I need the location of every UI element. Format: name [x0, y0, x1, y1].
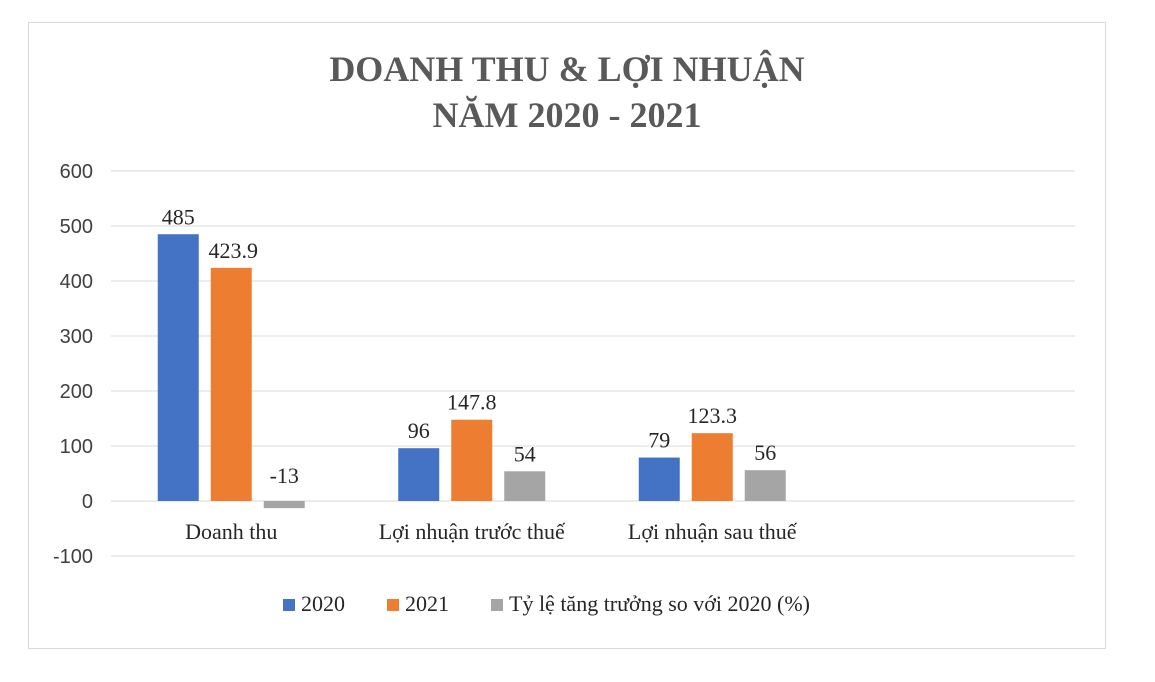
- chart-title-line-2: NĂM 2020 - 2021: [433, 95, 702, 135]
- data-labels: 485 423.9 -13 96 147.8 54 79 123.3 56: [162, 204, 777, 488]
- chart-frame: DOANH THU & LỢI NHUẬN NĂM 2020 - 2021 60…: [28, 22, 1106, 649]
- data-label: -13: [270, 463, 299, 488]
- bar-0-1: [210, 267, 252, 501]
- bar-2-0: [638, 457, 680, 501]
- y-tick-label: 0: [82, 491, 93, 513]
- bars: [157, 234, 786, 509]
- gridlines: [111, 170, 1075, 557]
- bar-2-1: [691, 433, 733, 501]
- bar-2-2: [744, 470, 786, 501]
- data-label: 79: [648, 428, 670, 453]
- chart: DOANH THU & LỢI NHUẬN NĂM 2020 - 2021 60…: [53, 49, 1075, 616]
- y-tick-label: 100: [60, 436, 93, 458]
- bar-1-1: [451, 419, 493, 501]
- chart-title-line-1: DOANH THU & LỢI NHUẬN: [329, 49, 804, 89]
- data-label: 123.3: [688, 403, 738, 428]
- category-label: Lợi nhuận sau thuế: [628, 519, 798, 544]
- y-tick-label: 600: [60, 161, 93, 183]
- legend-label-1: 2021: [405, 591, 449, 616]
- legend: 2020 2021 Tỷ lệ tăng trưởng so với 2020 (%…: [283, 591, 810, 616]
- y-tick-label: -100: [53, 546, 93, 568]
- data-label: 485: [162, 204, 195, 229]
- legend-swatch-0: [283, 599, 295, 611]
- y-tick-label: 300: [60, 326, 93, 348]
- y-tick-label: 200: [60, 381, 93, 403]
- data-label: 147.8: [447, 390, 497, 415]
- data-label: 96: [408, 418, 430, 443]
- bar-1-0: [398, 448, 440, 501]
- bar-0-0: [157, 234, 199, 501]
- bar-0-2: [263, 501, 305, 509]
- bar-1-2: [504, 471, 546, 501]
- category-label: Lợi nhuận trước thuế: [379, 519, 566, 544]
- y-tick-label: 400: [60, 271, 93, 293]
- data-label: 423.9: [209, 238, 259, 263]
- legend-swatch-1: [387, 599, 399, 611]
- data-label: 54: [514, 441, 536, 466]
- legend-label-2: Tỷ lệ tăng trưởng so với 2020 (%): [509, 591, 810, 616]
- y-tick-label: 500: [60, 216, 93, 238]
- legend-label-0: 2020: [301, 591, 345, 616]
- y-axis-tick-labels: 600 500 400 300 200 100 0 -100: [53, 161, 93, 568]
- data-label: 56: [754, 440, 776, 465]
- legend-swatch-2: [491, 599, 503, 611]
- category-labels: Doanh thu Lợi nhuận trước thuế Lợi nhuận s…: [185, 519, 798, 544]
- category-label: Doanh thu: [185, 519, 277, 544]
